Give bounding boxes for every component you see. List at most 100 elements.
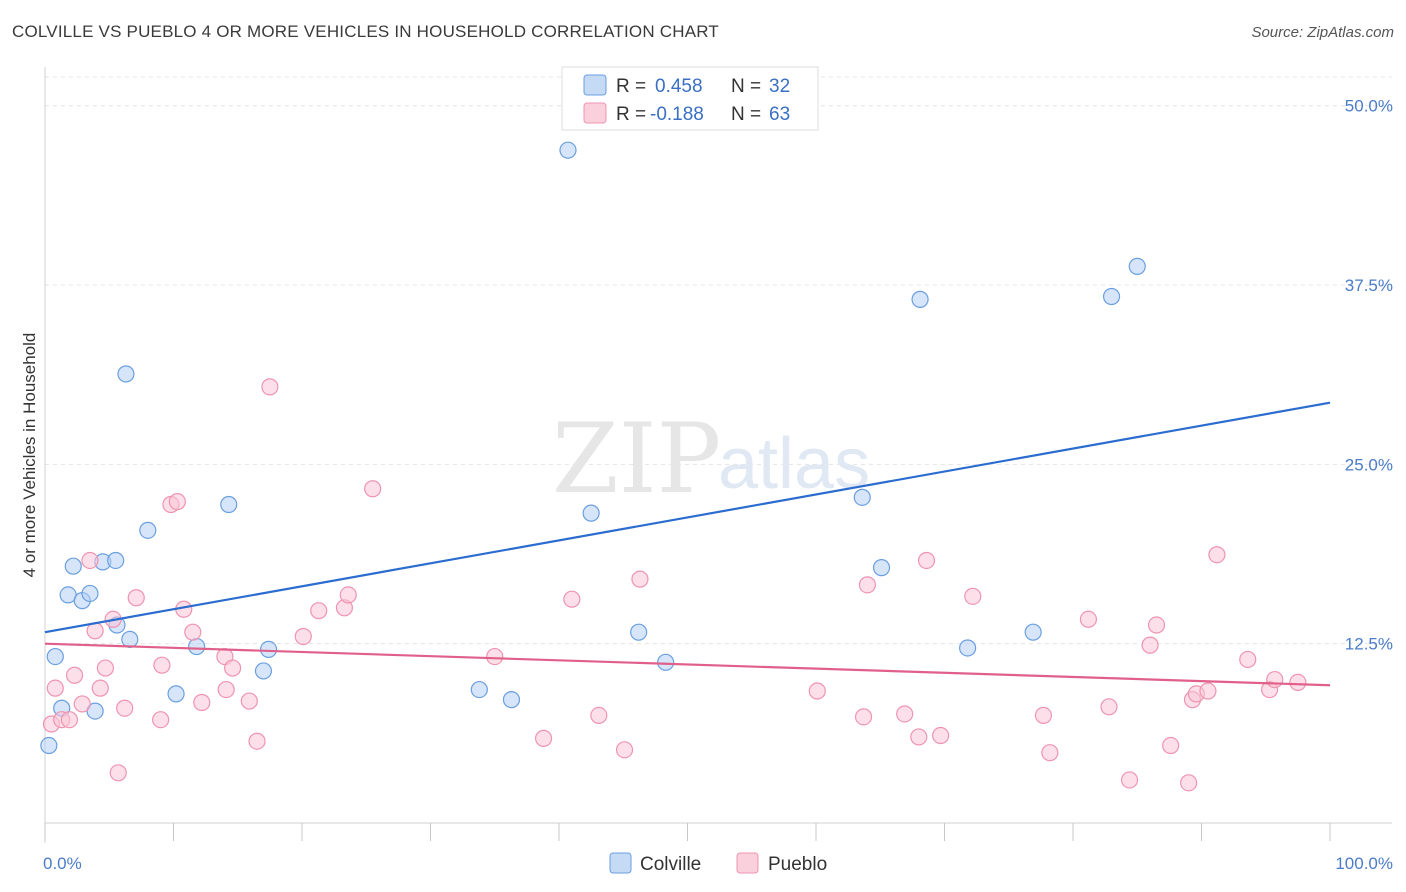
pueblo-point-42 xyxy=(910,728,928,746)
colville-point-16 xyxy=(220,495,238,514)
colville-point-9 xyxy=(107,551,125,570)
colville-point-18 xyxy=(259,640,278,659)
pueblo-point-24 xyxy=(240,692,258,710)
legend-n-label-colville: N = xyxy=(731,76,761,97)
colville-point-14 xyxy=(167,685,185,703)
y-tick-label-3: 50.0% xyxy=(1345,97,1393,116)
pueblo-point-26 xyxy=(261,378,279,396)
pueblo-point-20 xyxy=(193,693,211,712)
source-label: Source: ZipAtlas.com xyxy=(1251,24,1394,41)
colville-point-15 xyxy=(188,637,206,656)
colville-point-26 xyxy=(872,559,891,577)
data-points xyxy=(40,141,1307,792)
pueblo-point-13 xyxy=(127,589,145,607)
pueblo-point-58 xyxy=(1208,546,1226,564)
x-tick-label-1: 100.0% xyxy=(1335,854,1393,873)
legend-swatch-pueblo xyxy=(583,102,607,124)
pueblo-point-53 xyxy=(1162,736,1180,755)
pueblo-point-34 xyxy=(563,590,581,608)
watermark: ZIP atlas xyxy=(552,403,870,515)
bottom-legend: Colville Pueblo xyxy=(609,852,827,875)
pueblo-point-11 xyxy=(109,764,127,782)
colville-point-22 xyxy=(582,504,600,522)
pueblo-point-59 xyxy=(1239,650,1257,669)
pueblo-point-27 xyxy=(294,627,312,646)
colville-point-21 xyxy=(559,141,577,159)
pueblo-point-1 xyxy=(46,679,64,697)
trend-lines xyxy=(44,401,1331,687)
pueblo-point-44 xyxy=(932,726,950,745)
bottom-legend-swatch-pueblo xyxy=(736,852,759,874)
pueblo-point-5 xyxy=(73,695,91,713)
legend-r-label-colville: R = xyxy=(616,76,646,97)
pueblo-point-47 xyxy=(1041,744,1059,762)
pueblo-point-35 xyxy=(590,706,608,725)
colville-point-30 xyxy=(1102,287,1121,306)
pueblo-point-14 xyxy=(152,711,170,729)
chart-title: COLVILLE VS PUEBLO 4 OR MORE VEHICLES IN… xyxy=(12,22,719,41)
pueblo-point-40 xyxy=(858,576,877,594)
pueblo-point-31 xyxy=(364,480,382,498)
pueblo-point-12 xyxy=(116,699,134,717)
pueblo-point-52 xyxy=(1147,616,1166,634)
pueblo-point-22 xyxy=(217,680,235,699)
bottom-legend-colville: Colville xyxy=(640,854,701,875)
colville-point-13 xyxy=(139,521,157,539)
colville-point-7 xyxy=(86,702,104,720)
colville-point-20 xyxy=(502,691,521,709)
colville-point-23 xyxy=(630,623,648,641)
colville-point-1 xyxy=(46,647,64,666)
pueblo-trend-line xyxy=(44,642,1331,687)
axes xyxy=(44,67,1392,843)
pueblo-point-33 xyxy=(534,729,553,747)
y-tick-label-1: 25.0% xyxy=(1345,455,1393,474)
pueblo-point-30 xyxy=(339,586,357,604)
y-tick-label-0: 12.5% xyxy=(1345,635,1393,654)
watermark-zip: ZIP xyxy=(552,403,721,515)
pueblo-point-57 xyxy=(1199,682,1217,700)
legend-swatch-colville xyxy=(583,74,607,96)
legend-r-value-pueblo: -0.188 xyxy=(650,104,704,125)
pueblo-point-51 xyxy=(1141,636,1159,654)
pueblo-point-41 xyxy=(896,705,914,723)
legend-r-label-pueblo: R = xyxy=(616,104,646,125)
pueblo-point-50 xyxy=(1120,771,1139,789)
colville-point-19 xyxy=(470,680,488,699)
pueblo-point-43 xyxy=(917,551,936,570)
pueblo-point-36 xyxy=(615,741,634,759)
pueblo-point-45 xyxy=(964,587,982,605)
colville-point-25 xyxy=(853,488,871,506)
pueblo-point-25 xyxy=(248,732,266,750)
y-axis-label: 4 or more Vehicles in Household xyxy=(20,333,39,578)
colville-point-27 xyxy=(911,290,929,308)
legend-n-value-colville: 32 xyxy=(769,76,790,97)
colville-point-11 xyxy=(117,365,135,383)
pueblo-point-39 xyxy=(854,708,873,726)
pueblo-point-8 xyxy=(91,679,109,697)
colville-point-24 xyxy=(657,653,675,671)
pueblo-point-48 xyxy=(1079,610,1098,628)
y-tick-labels: 12.5% 25.0% 37.5% 50.0% xyxy=(1345,97,1393,654)
colville-point-31 xyxy=(1128,257,1146,275)
pueblo-point-6 xyxy=(81,551,99,570)
watermark-atlas: atlas xyxy=(718,424,870,504)
colville-point-17 xyxy=(254,662,273,680)
pueblo-point-3 xyxy=(60,711,79,729)
colville-point-28 xyxy=(959,639,977,657)
pueblo-point-17 xyxy=(168,493,186,511)
bottom-legend-swatch-colville xyxy=(609,852,632,874)
pueblo-point-62 xyxy=(1289,673,1307,692)
colville-point-0 xyxy=(40,736,58,755)
colville-point-6 xyxy=(81,584,99,603)
y-tick-label-2: 37.5% xyxy=(1345,276,1393,295)
colville-point-4 xyxy=(64,557,82,575)
legend-n-value-pueblo: 63 xyxy=(769,104,790,125)
legend-r-value-colville: 0.458 xyxy=(655,76,703,97)
colville-point-12 xyxy=(121,630,139,648)
pueblo-point-54 xyxy=(1180,774,1198,792)
pueblo-point-46 xyxy=(1034,706,1053,725)
pueblo-point-23 xyxy=(224,659,242,677)
x-tick-labels: 0.0% 100.0% xyxy=(43,854,1393,873)
bottom-legend-pueblo: Pueblo xyxy=(768,854,827,875)
